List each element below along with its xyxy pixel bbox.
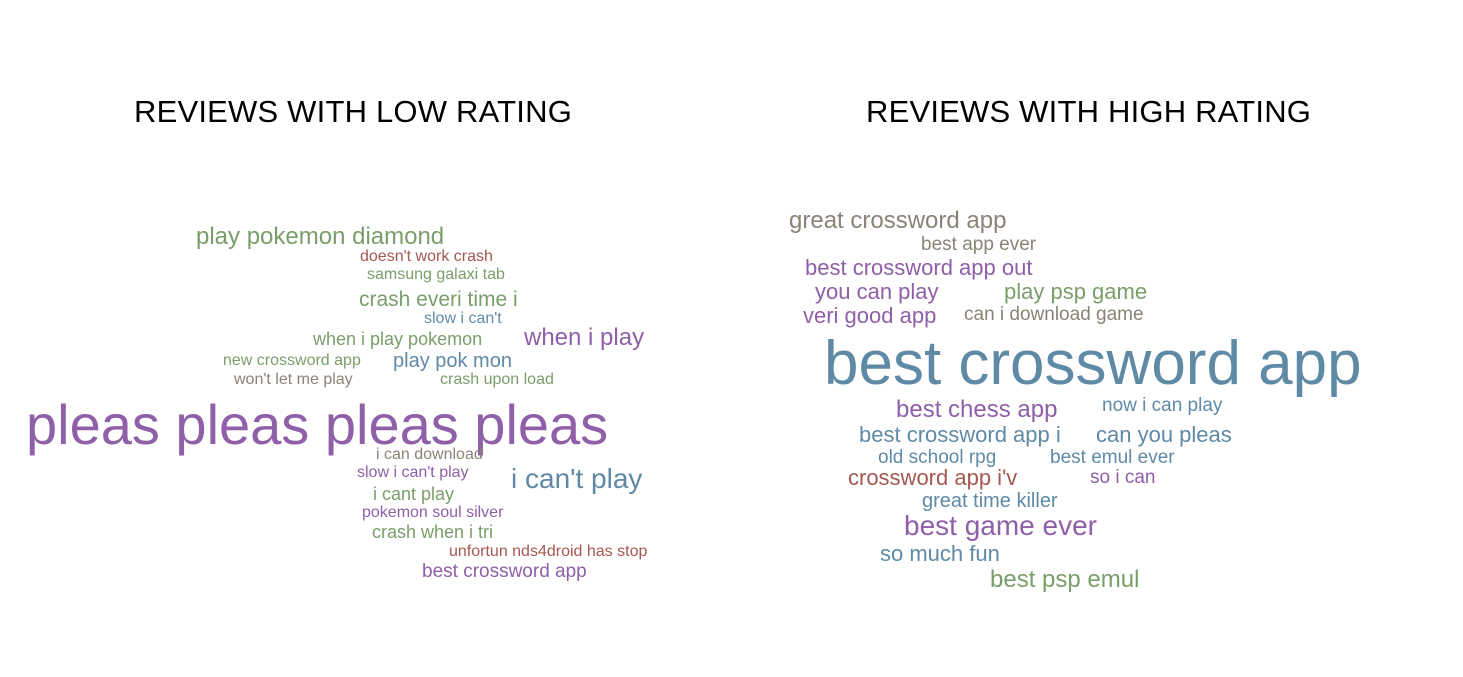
low-rating-word: best crossword app [422,561,587,582]
high-rating-word: best emul ever [1050,447,1175,468]
high-rating-title: REVIEWS WITH HIGH RATING [866,94,1312,129]
high-rating-word: best crossword app i [859,422,1061,447]
low-rating-word: i can download [376,446,483,463]
high-rating-word: now i can play [1102,395,1223,416]
low-rating-word: slow i can't [424,310,502,327]
high-rating-word: great time killer [922,490,1058,512]
low-rating-word: i cant play [373,484,455,504]
high-rating-word: can you pleas [1096,422,1232,447]
low-rating-word: pokemon soul silver [362,504,504,521]
low-rating-word: pleas pleas pleas pleas [26,393,609,456]
high-rating-word: play psp game [1004,279,1148,304]
low-rating-word: new crossword app [223,352,361,369]
high-rating-word: best chess app [896,396,1058,423]
high-rating-word: best app ever [921,234,1037,255]
low-rating-word: when i play pokemon [313,329,483,349]
high-rating-word: you can play [815,279,939,304]
low-rating-word: slow i can't play [357,464,469,481]
low-rating-word: crash upon load [440,371,554,388]
low-rating-word: play pok mon [393,350,512,372]
low-rating-word: crash everi time i [359,288,518,311]
high-rating-word: so i can [1090,467,1156,488]
high-rating-word: so much fun [880,541,1000,566]
high-rating-word: best crossword app [824,329,1362,398]
low-rating-word: crash when i tri [372,522,494,542]
high-rating-word: can i download game [964,304,1144,325]
low-rating-word: play pokemon diamond [196,223,445,250]
low-rating-word: doesn't work crash [360,248,493,265]
high-rating-word: crossword app i'v [848,465,1018,490]
high-rating-word: old school rpg [878,447,997,468]
high-rating-word: best psp emul [990,566,1140,593]
low-rating-word: i can't play [511,463,643,494]
high-rating-word: veri good app [803,303,937,328]
high-rating-word: great crossword app [789,207,1007,234]
low-rating-title: REVIEWS WITH LOW RATING [134,94,573,129]
high-rating-word: best crossword app out [805,255,1033,280]
low-rating-word: when i play [524,324,645,351]
low-rating-word: samsung galaxi tab [367,266,505,283]
high-rating-word: best game ever [904,510,1097,541]
low-rating-word: won't let me play [234,371,353,388]
low-rating-word: unfortun nds4droid has stop [449,543,648,560]
